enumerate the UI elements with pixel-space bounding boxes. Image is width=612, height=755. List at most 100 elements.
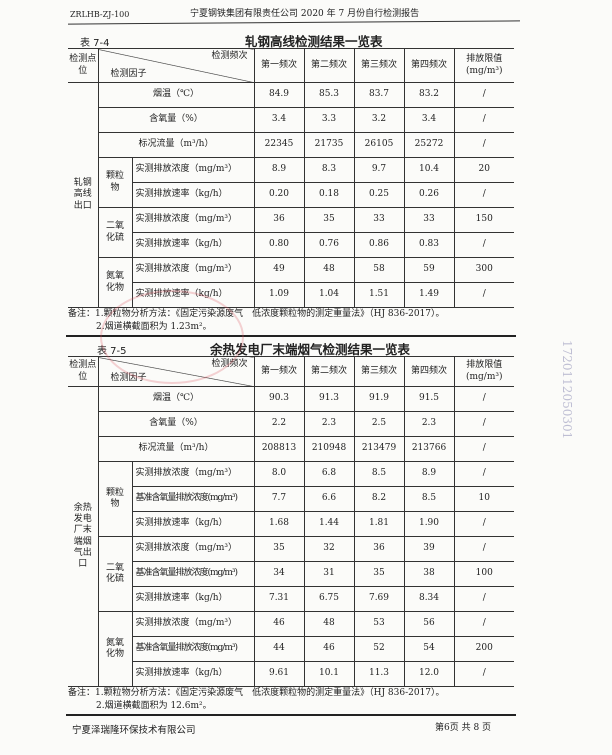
limit-cell: / bbox=[453, 82, 514, 108]
table-row: 基准含氧量排放浓度(mg/m³) 34 31 35 38 100 bbox=[68, 561, 514, 587]
value-cell: 8.0 bbox=[253, 461, 305, 487]
value-cell: 0.20 bbox=[253, 182, 305, 208]
value-cell: 8.5 bbox=[353, 461, 405, 487]
value-cell: 7.31 bbox=[253, 586, 305, 612]
value-cell: 1.09 bbox=[253, 282, 305, 308]
value-cell: 58 bbox=[353, 257, 405, 283]
location-cell: 余热发电厂末端烟气出口 bbox=[68, 386, 99, 687]
header-factor: 检测因子 bbox=[110, 372, 147, 383]
value-cell: 1.44 bbox=[303, 511, 355, 537]
note-line: 2.烟道横截面积为 1.23m²。 bbox=[96, 322, 212, 332]
value-cell: 2.5 bbox=[353, 411, 405, 437]
value-cell: 83.7 bbox=[353, 82, 405, 108]
table-row: 含氧量（%） 3.4 3.3 3.2 3.4/ bbox=[68, 107, 514, 133]
header-frequency-1: 第一频次 bbox=[253, 356, 305, 387]
factor-cell: 烟温（℃） bbox=[97, 386, 255, 412]
note-line: 备注：1.颗粒物分析方法：《固定污染源废气 低浓度颗粒物的测定重量法》（HJ 8… bbox=[68, 309, 445, 319]
value-cell: 8.3 bbox=[303, 157, 355, 183]
table1-heading: 表 7-4 轧钢高线检测结果一览表 bbox=[68, 31, 514, 49]
value-cell: 11.3 bbox=[353, 661, 405, 687]
factor-cell: 含氧量（%） bbox=[98, 107, 255, 133]
table-row: 含氧量（%） 2.2 2.3 2.5 2.3/ bbox=[68, 411, 514, 437]
value-cell: 9.7 bbox=[353, 157, 405, 183]
limit-cell: / bbox=[453, 461, 514, 487]
value-cell: 208813 bbox=[253, 436, 305, 462]
value-cell: 48 bbox=[303, 611, 355, 637]
factor-cell: 烟温（℃） bbox=[97, 82, 255, 108]
value-cell: 53 bbox=[353, 611, 405, 637]
value-cell: 9.61 bbox=[253, 661, 305, 687]
header-limit: 排放限值(mg/m³) bbox=[453, 48, 514, 83]
header-frequency-2: 第二频次 bbox=[303, 356, 355, 387]
value-cell: 6.8 bbox=[303, 461, 355, 487]
value-cell: 1.49 bbox=[403, 282, 455, 308]
limit-cell: 100 bbox=[453, 561, 514, 587]
divider bbox=[66, 335, 516, 337]
table-row: 二氧化硫 实测排放浓度（mg/m³） 35 32 36 39/ bbox=[68, 536, 514, 612]
table-row: 余热发电厂末端烟气出口 烟温（℃） 90.3 91.3 91.9 91.5/ bbox=[68, 386, 514, 687]
value-cell: 0.25 bbox=[353, 182, 405, 208]
value-cell: 1.90 bbox=[403, 511, 455, 537]
value-cell: 90.3 bbox=[253, 386, 305, 412]
value-cell: 56 bbox=[403, 611, 455, 637]
value-cell: 91.3 bbox=[303, 386, 355, 412]
limit-cell: / bbox=[453, 436, 514, 462]
limit-cell: 10 bbox=[453, 486, 514, 512]
value-cell: 6.6 bbox=[303, 486, 355, 512]
limit-cell: / bbox=[453, 511, 514, 537]
value-cell: 33 bbox=[403, 207, 455, 233]
value-cell: 54 bbox=[403, 636, 455, 662]
factor-cell: 基准含氧量排放浓度(mg/m³) bbox=[132, 561, 255, 587]
factor-cell: 标况流量（m³/h） bbox=[98, 436, 255, 462]
value-cell: 38 bbox=[403, 561, 455, 587]
report-title: 宁夏钢铁集团有限责任公司 2020 年 7 月份自行检测报告 bbox=[190, 9, 420, 19]
document-code: ZRLHB-ZJ-100 bbox=[70, 10, 130, 19]
value-cell: 10.1 bbox=[303, 661, 355, 687]
limit-cell: 20 bbox=[453, 157, 514, 183]
value-cell: 36 bbox=[353, 536, 405, 562]
value-cell: 12.0 bbox=[403, 661, 455, 687]
factor-cell: 实测排放浓度（mg/m³） bbox=[131, 207, 255, 233]
header-frequency: 检测频次 bbox=[211, 51, 248, 61]
value-cell: 213479 bbox=[353, 436, 405, 462]
table1-notes: 备注：1.颗粒物分析方法：《固定污染源废气 低浓度颗粒物的测定重量法》（HJ 8… bbox=[68, 308, 514, 334]
table-row: 氮氧化物 实测排放浓度（mg/m³） 46 48 53 56/ bbox=[68, 611, 514, 687]
value-cell: 7.7 bbox=[253, 486, 305, 512]
table-row: 基准含氧量排放浓度(mg/m³) 7.7 6.6 8.2 8.5 10 bbox=[68, 486, 514, 512]
note-line: 备注：1.颗粒物分析方法：《固定污染源废气 低浓度颗粒物的测定重量法》（HJ 8… bbox=[68, 688, 445, 698]
header-frequency-3: 第三频次 bbox=[353, 48, 405, 83]
factor-cell: 实测排放浓度（mg/m³） bbox=[131, 611, 255, 637]
value-cell: 44 bbox=[253, 636, 305, 662]
value-cell: 46 bbox=[253, 611, 305, 637]
header-divider bbox=[68, 20, 520, 25]
factor-cell: 实测排放浓度（mg/m³） bbox=[131, 536, 255, 562]
limit-cell: / bbox=[453, 282, 514, 308]
value-cell: 33 bbox=[353, 207, 405, 233]
factor-cell: 实测排放速率（kg/h） bbox=[132, 586, 255, 612]
report-body: 表 7-4 轧钢高线检测结果一览表 检测点位 检测频次 检测因子 第一频次 第二频次 第三… bbox=[66, 31, 516, 716]
factor-cell: 基准含氧量排放浓度(mg/m³) bbox=[132, 636, 255, 662]
factor-cell: 实测排放速率（kg/h） bbox=[132, 661, 255, 687]
table-row: 实测排放速率（kg/h） 7.31 6.75 7.69 8.34/ bbox=[68, 586, 514, 612]
header-factor: 检测因子 bbox=[110, 68, 147, 79]
limit-cell: / bbox=[453, 386, 514, 412]
header-location: 检测点位 bbox=[68, 356, 99, 387]
value-cell: 7.69 bbox=[353, 586, 405, 612]
value-cell: 0.86 bbox=[353, 232, 405, 258]
note-line: 2.烟道横截面积为 12.6m²。 bbox=[96, 701, 212, 711]
header-location: 检测点位 bbox=[68, 48, 99, 83]
value-cell: 0.80 bbox=[253, 232, 305, 258]
limit-cell: / bbox=[453, 611, 514, 637]
value-cell: 21735 bbox=[303, 132, 355, 158]
value-cell: 8.5 bbox=[403, 486, 455, 512]
value-cell: 3.4 bbox=[253, 107, 305, 133]
table-row: 实测排放速率（kg/h） 0.20 0.18 0.25 0.26/ bbox=[68, 182, 514, 208]
value-cell: 213766 bbox=[403, 436, 455, 462]
table-row: 标况流量（m³/h） 22345 21735 26105 25272/ bbox=[68, 132, 514, 158]
value-cell: 1.68 bbox=[253, 511, 305, 537]
factor-cell: 含氧量（%） bbox=[98, 411, 255, 437]
limit-cell: / bbox=[453, 132, 514, 158]
seal-number: 1720112050301 bbox=[560, 340, 574, 440]
factor-cell: 实测排放速率（kg/h） bbox=[132, 182, 255, 208]
value-cell: 0.18 bbox=[303, 182, 355, 208]
